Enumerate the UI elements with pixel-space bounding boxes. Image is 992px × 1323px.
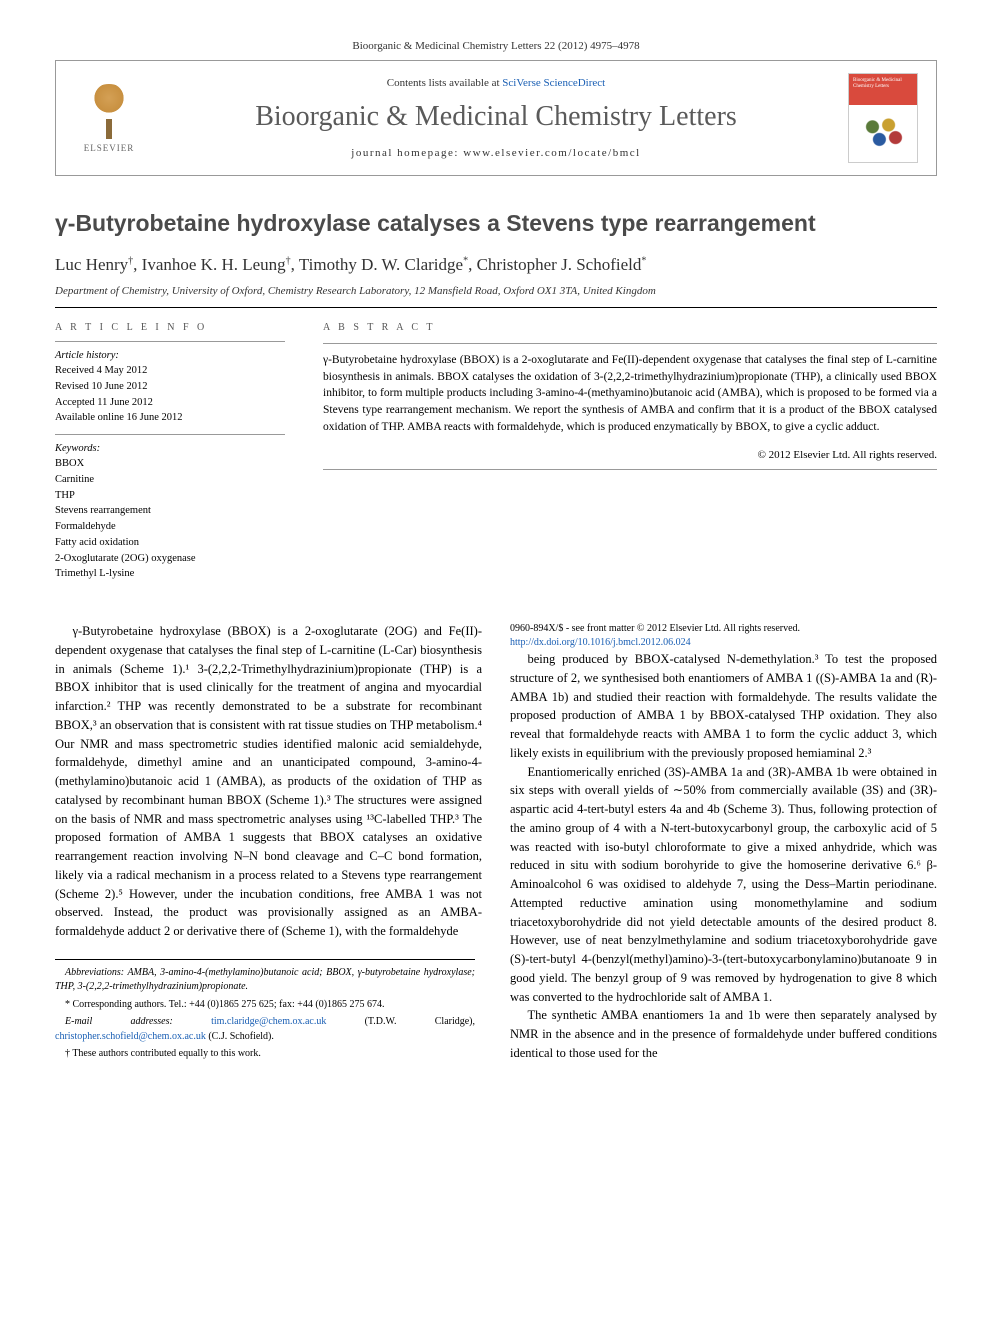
article-info-column: A R T I C L E I N F O Article history: R…	[55, 322, 285, 582]
email-who-1: (T.D.W. Claridge),	[326, 1016, 475, 1027]
history-revised: Revised 10 June 2012	[55, 379, 285, 395]
history-online: Available online 16 June 2012	[55, 410, 285, 426]
footnote-abbrev-text: Abbreviations: AMBA, 3-amino-4-(methylam…	[55, 967, 475, 993]
homepage-url[interactable]: www.elsevier.com/locate/bmcl	[463, 147, 641, 159]
abstract-rule	[323, 343, 937, 344]
homepage-line: journal homepage: www.elsevier.com/locat…	[164, 147, 828, 159]
authors-line: Luc Henry†, Ivanhoe K. H. Leung†, Timoth…	[55, 255, 937, 275]
keyword: Trimethyl L-lysine	[55, 566, 285, 582]
email-label: E-mail addresses:	[65, 1016, 211, 1027]
body-p2: being produced by BBOX-catalysed N-demet…	[510, 650, 937, 763]
abstract-copyright: © 2012 Elsevier Ltd. All rights reserved…	[323, 449, 937, 461]
contents-prefix: Contents lists available at	[387, 77, 502, 89]
body-text: γ-Butyrobetaine hydroxylase (BBOX) is a …	[55, 622, 937, 1071]
keyword: BBOX	[55, 456, 285, 472]
front-matter: 0960-894X/$ - see front matter © 2012 El…	[510, 622, 937, 636]
abstract-text: γ-Butyrobetaine hydroxylase (BBOX) is a …	[323, 352, 937, 435]
affiliation: Department of Chemistry, University of O…	[55, 285, 937, 297]
sciencedirect-link[interactable]: SciVerse ScienceDirect	[502, 77, 605, 89]
history-accepted: Accepted 11 June 2012	[55, 395, 285, 411]
abstract-column: A B S T R A C T γ-Butyrobetaine hydroxyl…	[323, 322, 937, 582]
elsevier-tree-icon	[84, 84, 134, 139]
body-p3: Enantiomerically enriched (3S)-AMBA 1a a…	[510, 763, 937, 1007]
email-link-1[interactable]: tim.claridge@chem.ox.ac.uk	[211, 1016, 326, 1027]
keyword: THP	[55, 488, 285, 504]
keyword: Fatty acid oxidation	[55, 535, 285, 551]
elsevier-logo: ELSEVIER	[74, 78, 144, 158]
author-3-mark: *	[463, 255, 468, 266]
footnote-corresponding: * Corresponding authors. Tel.: +44 (0)18…	[55, 998, 475, 1013]
history-received: Received 4 May 2012	[55, 363, 285, 379]
elsevier-label: ELSEVIER	[84, 143, 135, 153]
keyword: Formaldehyde	[55, 519, 285, 535]
divider-rule	[55, 307, 937, 308]
abstract-head: A B S T R A C T	[323, 322, 937, 333]
footnote-abbrev: Abbreviations: AMBA, 3-amino-4-(methylam…	[55, 966, 475, 995]
author-1: Luc Henry	[55, 255, 128, 274]
footnotes-block: Abbreviations: AMBA, 3-amino-4-(methylam…	[55, 959, 475, 1062]
keyword: 2-Oxoglutarate (2OG) oxygenase	[55, 551, 285, 567]
author-1-mark: †	[128, 255, 133, 266]
cover-caption: Bioorganic & Medicinal Chemistry Letters	[853, 78, 917, 89]
doi-link[interactable]: http://dx.doi.org/10.1016/j.bmcl.2012.06…	[510, 637, 691, 648]
author-2: Ivanhoe K. H. Leung	[142, 255, 286, 274]
contents-line: Contents lists available at SciVerse Sci…	[164, 77, 828, 89]
author-3: Timothy D. W. Claridge	[299, 255, 463, 274]
footnote-emails: E-mail addresses: tim.claridge@chem.ox.a…	[55, 1015, 475, 1044]
info-rule-1	[55, 341, 285, 342]
body-p4: The synthetic AMBA enantiomers 1a and 1b…	[510, 1006, 937, 1062]
history-head: Article history:	[55, 350, 285, 361]
keyword: Stevens rearrangement	[55, 503, 285, 519]
author-4-mark: *	[641, 255, 646, 266]
article-info-head: A R T I C L E I N F O	[55, 322, 285, 333]
keyword: Carnitine	[55, 472, 285, 488]
journal-title: Bioorganic & Medicinal Chemistry Letters	[164, 101, 828, 133]
homepage-prefix: journal homepage:	[351, 147, 463, 159]
email-link-2[interactable]: christopher.schofield@chem.ox.ac.uk	[55, 1031, 206, 1042]
author-4: Christopher J. Schofield	[477, 255, 642, 274]
footnote-equal: † These authors contributed equally to t…	[55, 1047, 475, 1062]
article-title: γ-Butyrobetaine hydroxylase catalyses a …	[55, 210, 937, 237]
keywords-head: Keywords:	[55, 443, 285, 454]
email-who-2: (C.J. Schofield).	[206, 1031, 274, 1042]
info-rule-2	[55, 434, 285, 435]
body-p1: γ-Butyrobetaine hydroxylase (BBOX) is a …	[55, 622, 482, 941]
journal-header: ELSEVIER Contents lists available at Sci…	[55, 60, 937, 176]
author-2-mark: †	[286, 255, 291, 266]
journal-cover-thumbnail: Bioorganic & Medicinal Chemistry Letters	[848, 73, 918, 163]
top-citation: Bioorganic & Medicinal Chemistry Letters…	[55, 40, 937, 52]
bottom-bar: 0960-894X/$ - see front matter © 2012 El…	[510, 622, 937, 650]
abstract-rule-bottom	[323, 469, 937, 470]
